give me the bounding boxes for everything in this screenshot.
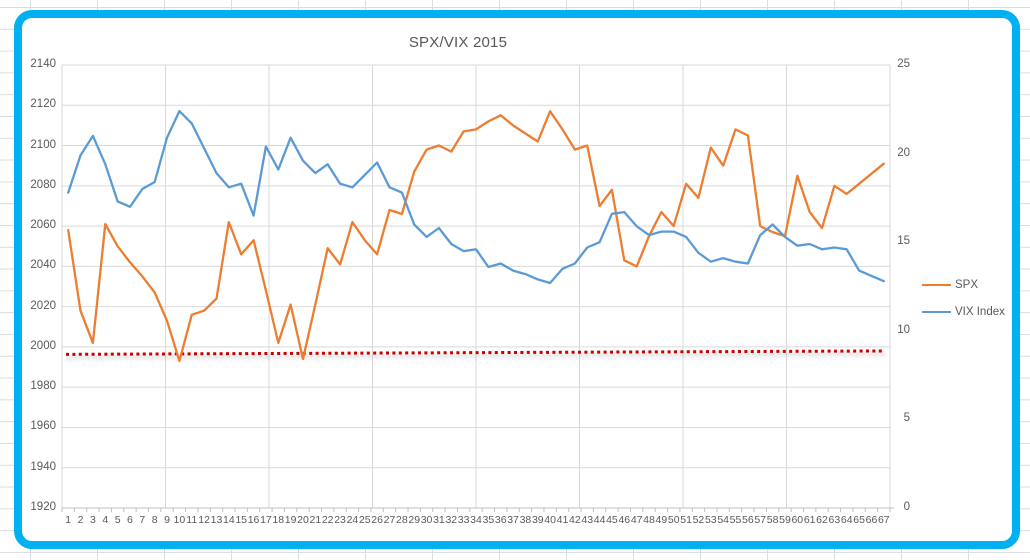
x-axis-label: 9 (164, 514, 170, 526)
x-axis-label: 8 (151, 514, 158, 526)
left-axis-tick-label: 2040 (30, 259, 56, 272)
x-axis-label: 48 (643, 514, 655, 526)
x-axis-label: 1 (65, 514, 72, 526)
x-axis-label: 20 (297, 514, 309, 526)
x-axis-label: 16 (247, 514, 260, 526)
x-axis-label: 60 (791, 514, 804, 526)
right-axis-tick-label: 10 (897, 323, 910, 336)
x-axis-label: 27 (383, 514, 396, 526)
x-axis-label: 45 (606, 514, 618, 526)
x-axis-label: 28 (396, 514, 408, 526)
x-axis-label: 12 (198, 514, 210, 526)
vix-line-swatch (922, 310, 951, 313)
x-axis-label: 3 (89, 514, 96, 526)
x-axis-label: 38 (519, 514, 532, 526)
x-axis-label: 35 (482, 514, 495, 526)
series-line-vix-index[interactable] (67, 109, 885, 285)
x-axis-label: 63 (828, 514, 841, 526)
left-axis-tick-label: 2100 (30, 138, 56, 151)
x-axis-label: 59 (779, 514, 791, 526)
x-axis-label: 15 (235, 514, 248, 526)
x-axis-label: 62 (816, 514, 828, 526)
x-axis-label: 19 (284, 514, 297, 526)
x-axis-label: 65 (853, 514, 865, 526)
x-axis-label: 25 (358, 514, 371, 526)
x-axis-label: 40 (544, 514, 556, 526)
x-axis-label: 39 (531, 514, 544, 526)
chart-legend: SPX VIX Index (922, 271, 1005, 325)
x-axis-label: 67 (877, 514, 890, 526)
legend-label-vix: VIX Index (955, 305, 1005, 318)
x-axis-label: 64 (840, 514, 853, 526)
x-axis-label: 22 (321, 514, 334, 526)
right-axis-tick-label: 15 (897, 235, 910, 248)
x-axis-label: 29 (408, 514, 421, 526)
x-axis-label: 56 (742, 514, 754, 526)
x-axis-label: 5 (114, 514, 121, 526)
x-axis-label: 46 (618, 514, 631, 526)
right-axis-tick-label: 20 (897, 146, 910, 159)
x-axis-label: 36 (494, 514, 507, 526)
left-axis-tick-label: 1960 (30, 420, 56, 433)
x-axis-label: 54 (717, 514, 729, 526)
x-axis-label: 33 (457, 514, 470, 526)
x-axis-label: 66 (865, 514, 878, 526)
left-axis-tick-label: 1980 (30, 380, 56, 393)
x-axis-label: 31 (433, 514, 445, 526)
left-axis-tick-label: 1940 (30, 460, 56, 473)
x-axis-label: 26 (371, 514, 383, 526)
right-axis-tick-label: 0 (903, 501, 910, 513)
right-axis-tick-label: 25 (897, 58, 910, 70)
right-axis-tick-label: 5 (903, 412, 910, 425)
x-axis-label: 2 (77, 514, 84, 526)
x-axis-label: 53 (704, 514, 717, 526)
x-axis-label: 57 (754, 514, 767, 526)
legend-item-vix[interactable]: VIX Index (922, 298, 1005, 325)
series-line-spx[interactable] (67, 110, 885, 363)
left-axis-tick-label: 1920 (30, 501, 56, 513)
x-axis-label: 14 (222, 514, 235, 526)
x-axis-label: 34 (470, 514, 482, 526)
x-axis-label: 23 (334, 514, 346, 526)
x-axis-label: 43 (581, 514, 594, 526)
left-axis-tick-label: 2140 (30, 58, 56, 70)
chart-title: SPX/VIX 2015 (408, 34, 508, 51)
chart-area-frame[interactable] (14, 10, 1020, 549)
left-axis-tick-label: 2020 (30, 299, 56, 312)
x-axis-label: 61 (803, 514, 816, 526)
x-axis-label: 51 (680, 514, 692, 526)
left-axis-tick-label: 2120 (30, 98, 56, 111)
spx-line-swatch (922, 283, 951, 286)
x-axis-label: 11 (186, 514, 198, 526)
left-axis-tick-label: 2080 (30, 178, 56, 191)
red-dotted-trendline[interactable] (65, 349, 885, 356)
x-axis-label: 42 (569, 514, 581, 526)
x-axis-label: 24 (346, 514, 359, 526)
x-axis-label: 7 (139, 514, 146, 526)
x-axis-label: 50 (667, 514, 680, 526)
left-axis-tick-label: 2000 (30, 339, 56, 352)
x-axis-label: 17 (260, 514, 272, 526)
legend-label-spx: SPX (955, 278, 979, 291)
x-axis-label: 18 (272, 514, 285, 526)
x-axis-label: 6 (127, 514, 133, 526)
x-axis-label: 21 (309, 514, 322, 526)
x-axis-label: 58 (766, 514, 779, 526)
x-axis-label: 32 (445, 514, 458, 526)
left-axis-tick-label: 2060 (30, 219, 56, 232)
legend-item-spx[interactable]: SPX (922, 271, 1005, 298)
x-axis-label: 10 (173, 514, 186, 526)
x-axis-label: 49 (655, 514, 668, 526)
x-axis-label: 47 (630, 514, 643, 526)
x-axis-label: 13 (210, 514, 223, 526)
x-axis-label: 41 (556, 514, 569, 526)
x-axis-label: 30 (420, 514, 433, 526)
x-axis-label: 52 (692, 514, 705, 526)
x-axis-label: 55 (729, 514, 742, 526)
x-axis-label: 37 (507, 514, 519, 526)
x-axis-label: 44 (593, 514, 606, 526)
x-axis-label: 4 (102, 514, 109, 526)
